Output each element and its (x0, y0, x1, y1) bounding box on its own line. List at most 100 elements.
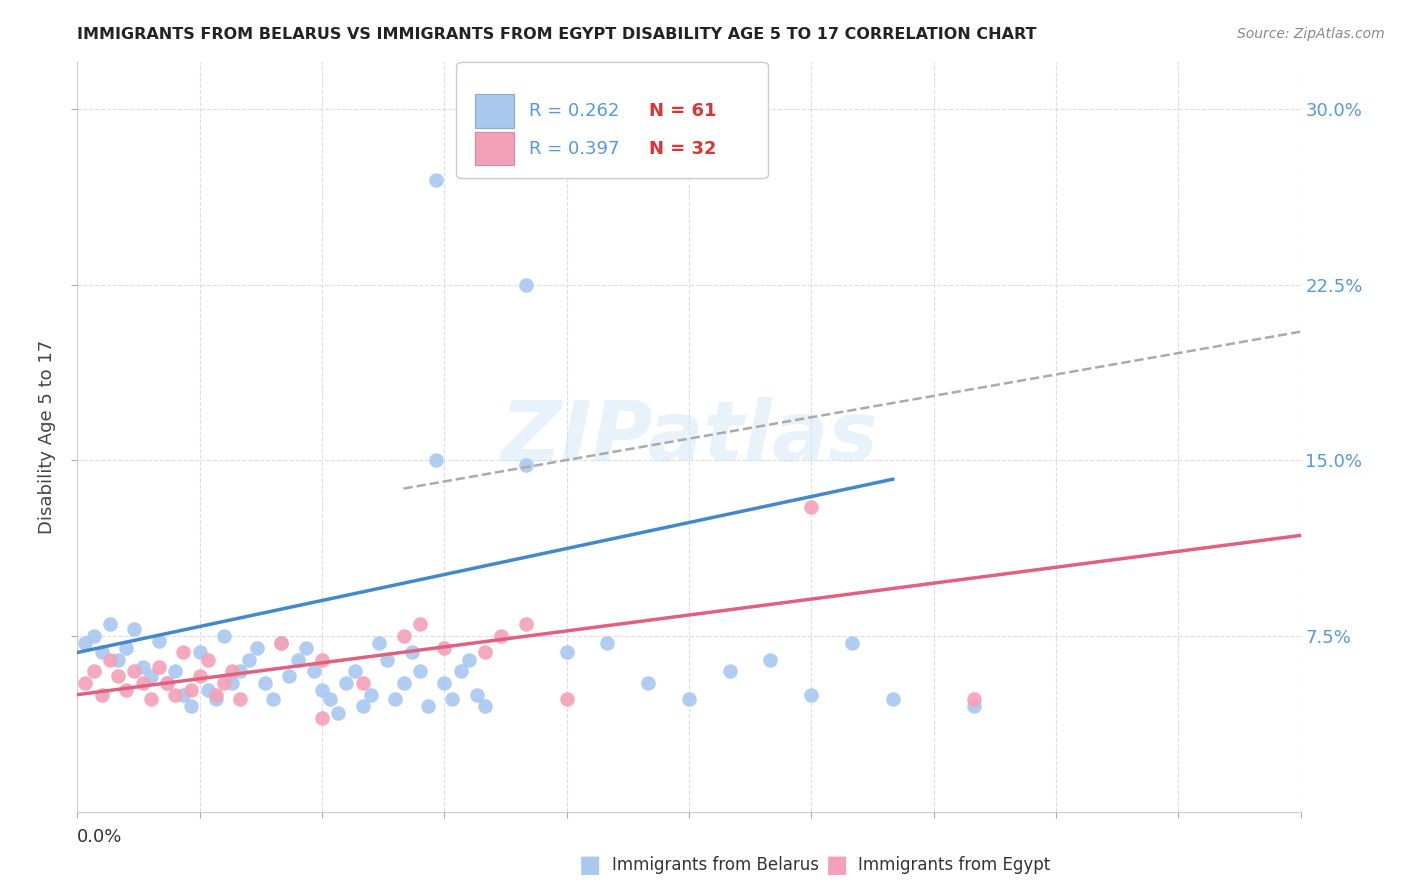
Point (335, 676, 357, 690)
FancyBboxPatch shape (475, 132, 515, 166)
Point (253, 676, 276, 690)
Point (343, 664, 366, 679)
FancyBboxPatch shape (457, 62, 769, 178)
Point (212, 676, 235, 690)
Point (205, 688, 228, 702)
Point (246, 640, 269, 655)
Point (963, 692, 986, 706)
Point (287, 652, 309, 666)
Point (90, 688, 112, 702)
Point (384, 692, 406, 706)
Point (75, 676, 97, 690)
Point (229, 664, 252, 679)
Point (800, 688, 823, 702)
Point (637, 676, 659, 690)
Point (98, 617, 121, 632)
Point (90, 646, 112, 660)
Point (963, 699, 986, 714)
Point (115, 640, 138, 655)
Point (205, 692, 228, 706)
Text: R = 0.262: R = 0.262 (529, 103, 619, 120)
Point (75, 636, 97, 650)
Point (319, 692, 342, 706)
Point (392, 629, 415, 643)
Point (555, 692, 578, 706)
Text: ZIPatlas: ZIPatlas (501, 397, 877, 477)
Text: Immigrants from Egypt: Immigrants from Egypt (858, 856, 1050, 874)
Text: R = 0.397: R = 0.397 (529, 140, 619, 158)
Point (98, 652, 121, 666)
Point (229, 692, 252, 706)
Point (555, 646, 578, 660)
Point (311, 652, 333, 666)
Point (515, 617, 537, 632)
Point (392, 676, 415, 690)
Point (596, 636, 619, 650)
Point (474, 646, 496, 660)
Point (474, 699, 496, 714)
Point (156, 676, 179, 690)
Point (139, 669, 162, 683)
Point (416, 699, 439, 714)
Point (441, 692, 464, 706)
Point (457, 652, 479, 666)
Point (131, 676, 153, 690)
Point (311, 711, 333, 725)
Point (188, 646, 211, 660)
Point (360, 688, 382, 702)
Text: 0.0%: 0.0% (77, 828, 122, 847)
Text: IMMIGRANTS FROM BELARUS VS IMMIGRANTS FROM EGYPT DISABILITY AGE 5 TO 17 CORRELAT: IMMIGRANTS FROM BELARUS VS IMMIGRANTS FR… (77, 27, 1036, 42)
Point (221, 664, 243, 679)
Point (841, 636, 863, 650)
Point (238, 652, 260, 666)
Point (107, 652, 129, 666)
Point (156, 676, 179, 690)
Point (401, 646, 423, 660)
Point (375, 652, 398, 666)
Point (718, 664, 741, 679)
Point (180, 683, 202, 698)
Point (165, 664, 187, 679)
Point (124, 622, 146, 636)
Point (131, 659, 153, 673)
Point (678, 692, 700, 706)
Point (188, 669, 211, 683)
Text: N = 32: N = 32 (648, 140, 716, 158)
Point (83, 629, 105, 643)
Point (352, 676, 374, 690)
FancyBboxPatch shape (475, 95, 515, 128)
Text: ■: ■ (579, 854, 602, 877)
Point (83, 664, 105, 679)
Point (433, 640, 456, 655)
Point (212, 629, 235, 643)
Point (425, 172, 447, 186)
Point (278, 669, 301, 683)
Point (270, 636, 292, 650)
Point (328, 706, 350, 721)
Point (197, 683, 219, 698)
Point (197, 652, 219, 666)
Point (115, 683, 138, 698)
Point (180, 699, 202, 714)
Point (107, 669, 129, 683)
Point (425, 453, 447, 467)
Point (172, 688, 194, 702)
Point (368, 636, 391, 650)
Point (465, 688, 488, 702)
Point (124, 664, 146, 679)
Point (221, 676, 243, 690)
Point (172, 646, 194, 660)
Point (433, 676, 456, 690)
Point (450, 664, 472, 679)
Y-axis label: Disability Age 5 to 17: Disability Age 5 to 17 (38, 340, 56, 534)
Text: Immigrants from Belarus: Immigrants from Belarus (612, 856, 818, 874)
Point (294, 640, 316, 655)
Point (270, 636, 292, 650)
Point (262, 692, 284, 706)
Point (409, 664, 432, 679)
Point (882, 692, 904, 706)
Point (759, 652, 782, 666)
Point (139, 692, 162, 706)
Point (800, 500, 823, 515)
Point (491, 629, 513, 643)
